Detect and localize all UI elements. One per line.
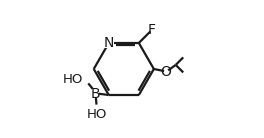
Bar	[92, 89, 99, 98]
Text: O: O	[161, 65, 172, 79]
Text: HO: HO	[86, 108, 107, 121]
Text: N: N	[103, 36, 114, 50]
Bar	[103, 38, 114, 48]
Text: HO: HO	[63, 73, 83, 86]
Text: F: F	[148, 23, 156, 37]
Text: B: B	[91, 87, 101, 101]
